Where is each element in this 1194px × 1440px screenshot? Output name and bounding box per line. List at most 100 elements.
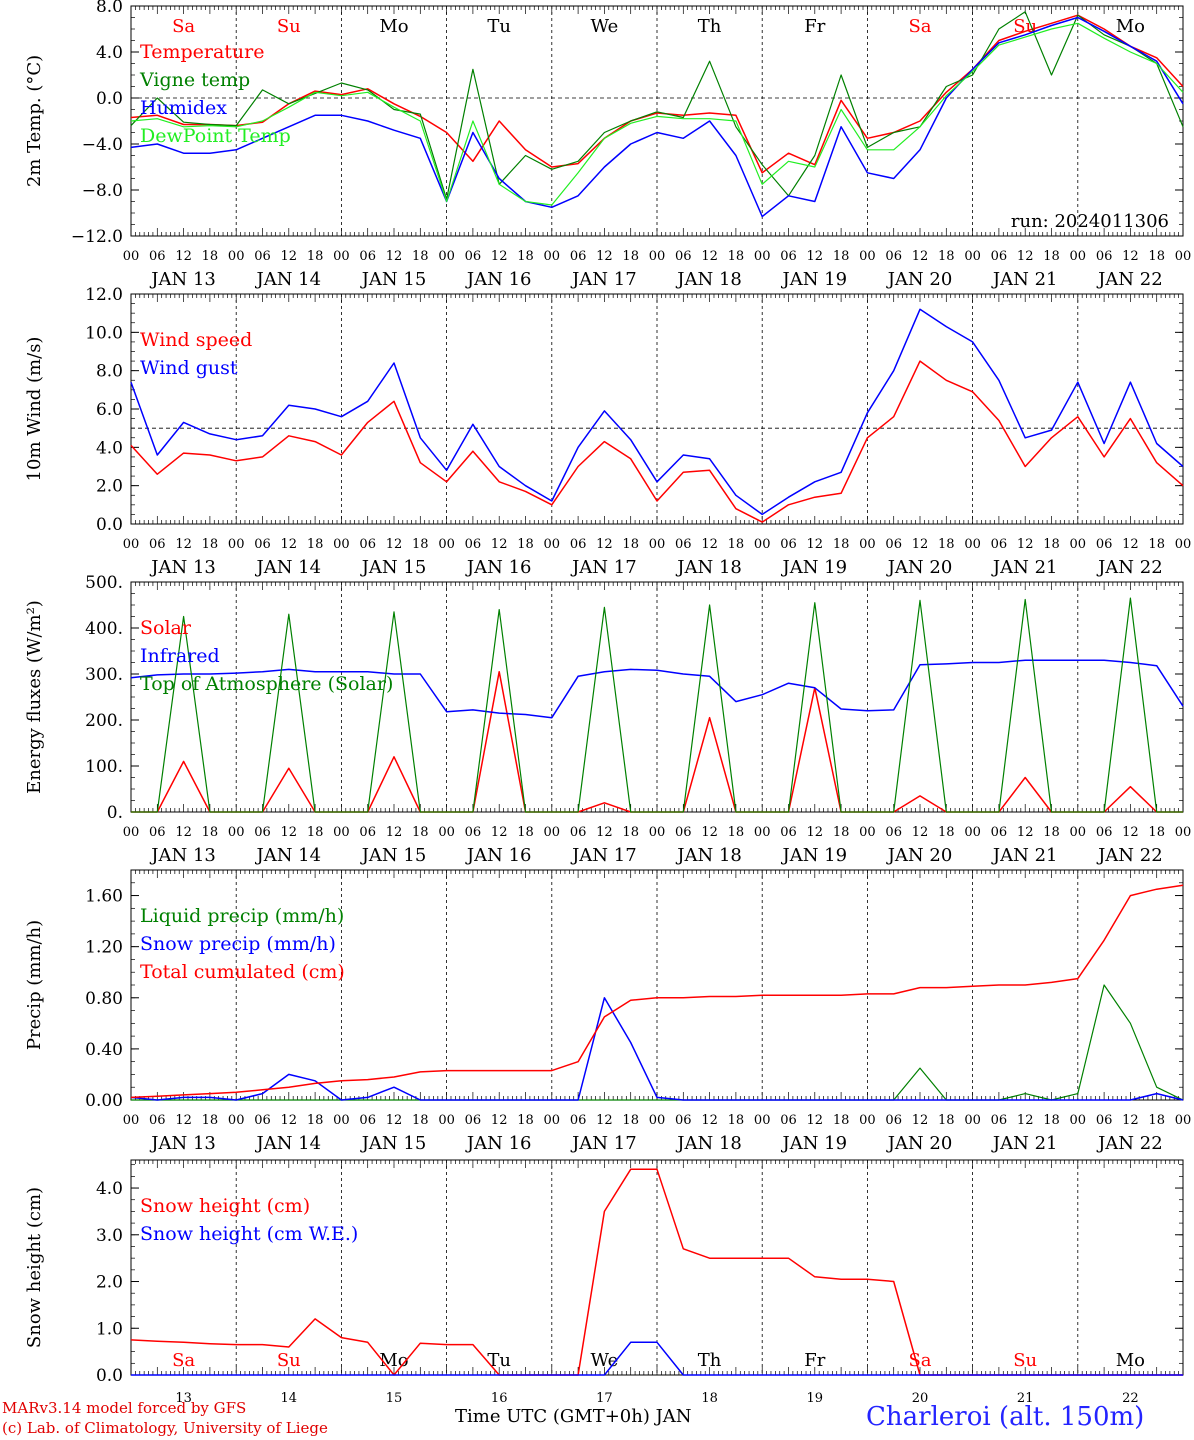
weekday-label: Mo bbox=[1116, 16, 1145, 37]
hour-tick-label: 00 bbox=[1175, 1113, 1192, 1128]
hour-tick-label: 06 bbox=[885, 537, 902, 552]
hour-tick-label: 06 bbox=[991, 537, 1008, 552]
series-line bbox=[130, 16, 1184, 218]
hour-tick-label: 00 bbox=[754, 537, 771, 552]
date-label: JAN 20 bbox=[886, 557, 953, 578]
hour-tick-label: 06 bbox=[254, 537, 271, 552]
date-label: JAN 21 bbox=[991, 557, 1058, 578]
hour-tick-label: 12 bbox=[491, 825, 508, 840]
hour-tick-label: 18 bbox=[728, 1113, 745, 1128]
hour-tick-label: 12 bbox=[491, 1113, 508, 1128]
hour-tick-label: 06 bbox=[885, 825, 902, 840]
hour-tick-label: 12 bbox=[596, 1113, 613, 1128]
hour-tick-label: 00 bbox=[1070, 249, 1087, 264]
series-line bbox=[130, 22, 1184, 206]
date-label: JAN 14 bbox=[255, 557, 322, 578]
hour-tick-label: 18 bbox=[728, 537, 745, 552]
y-axis-label: Snow height (cm) bbox=[24, 1187, 45, 1348]
weekday-label: Mo bbox=[1116, 1350, 1145, 1371]
hour-tick-label: 18 bbox=[622, 825, 639, 840]
hour-tick-label: 12 bbox=[491, 537, 508, 552]
date-label: JAN 14 bbox=[255, 845, 322, 866]
hour-tick-label: 00 bbox=[964, 1113, 981, 1128]
weekday-label: Th bbox=[698, 16, 722, 37]
weekday-label: Su bbox=[1013, 16, 1037, 37]
y-axis-label: Energy fluxes (W/m²) bbox=[24, 600, 45, 794]
day-number-label: 20 bbox=[912, 1391, 929, 1406]
hour-tick-label: 12 bbox=[1122, 249, 1139, 264]
weekday-label: Tu bbox=[487, 16, 511, 37]
y-tick-label: 0.40 bbox=[85, 1040, 123, 1060]
date-label: JAN 22 bbox=[1096, 1133, 1163, 1154]
weekday-label: Fr bbox=[804, 16, 825, 37]
hour-tick-label: 06 bbox=[149, 537, 166, 552]
date-label: JAN 17 bbox=[570, 557, 637, 578]
hour-tick-label: 12 bbox=[386, 1113, 403, 1128]
hour-tick-label: 00 bbox=[228, 249, 245, 264]
y-tick-label: 200. bbox=[85, 711, 123, 731]
date-label: JAN 15 bbox=[360, 269, 427, 290]
hour-tick-label: 18 bbox=[307, 537, 324, 552]
hour-tick-label: 00 bbox=[859, 1113, 876, 1128]
hour-tick-label: 00 bbox=[544, 1113, 561, 1128]
hour-tick-label: 00 bbox=[438, 825, 455, 840]
hour-tick-label: 00 bbox=[228, 537, 245, 552]
hour-tick-label: 18 bbox=[517, 537, 534, 552]
legend-entry: Humidex bbox=[140, 97, 227, 119]
date-label: JAN 22 bbox=[1096, 557, 1163, 578]
hour-tick-label: 18 bbox=[938, 249, 955, 264]
hour-tick-label: 12 bbox=[175, 825, 192, 840]
legend-entry: Wind speed bbox=[140, 329, 252, 351]
weekday-label: Su bbox=[277, 16, 301, 37]
date-label: JAN 14 bbox=[255, 1133, 322, 1154]
date-label: JAN 13 bbox=[149, 1133, 216, 1154]
hour-tick-label: 06 bbox=[1096, 249, 1113, 264]
hour-tick-label: 06 bbox=[991, 825, 1008, 840]
hour-tick-label: 12 bbox=[912, 249, 929, 264]
y-tick-label: 1.20 bbox=[85, 938, 123, 958]
hour-tick-label: 06 bbox=[359, 249, 376, 264]
hour-tick-label: 06 bbox=[465, 249, 482, 264]
hour-tick-label: 06 bbox=[254, 249, 271, 264]
time-axis-label: Time UTC (GMT+0h) JAN bbox=[455, 1406, 692, 1427]
hour-tick-label: 12 bbox=[807, 1113, 824, 1128]
hour-tick-label: 12 bbox=[281, 1113, 298, 1128]
y-tick-label: 4.0 bbox=[96, 43, 123, 63]
hour-tick-label: 12 bbox=[596, 537, 613, 552]
hour-tick-label: 06 bbox=[254, 1113, 271, 1128]
hour-tick-label: 00 bbox=[1175, 825, 1192, 840]
hour-tick-label: 00 bbox=[649, 1113, 666, 1128]
hour-tick-label: 12 bbox=[1017, 825, 1034, 840]
date-label: JAN 13 bbox=[149, 557, 216, 578]
hour-tick-label: 18 bbox=[1043, 825, 1060, 840]
weekday-label: Su bbox=[277, 1350, 301, 1371]
hour-tick-label: 06 bbox=[991, 1113, 1008, 1128]
date-label: JAN 21 bbox=[991, 1133, 1058, 1154]
date-label: JAN 20 bbox=[886, 845, 953, 866]
hour-tick-label: 18 bbox=[833, 537, 850, 552]
hour-tick-label: 00 bbox=[438, 537, 455, 552]
hour-tick-label: 12 bbox=[1017, 249, 1034, 264]
weekday-label: Sa bbox=[908, 1350, 931, 1371]
series-line bbox=[130, 997, 1184, 1101]
hour-tick-label: 00 bbox=[1070, 1113, 1087, 1128]
date-label: JAN 16 bbox=[465, 845, 532, 866]
hour-tick-label: 00 bbox=[438, 1113, 455, 1128]
hour-tick-label: 00 bbox=[964, 825, 981, 840]
hour-tick-label: 12 bbox=[701, 1113, 718, 1128]
legend-entry: DewPoint Temp bbox=[140, 125, 291, 147]
y-tick-label: −4.0 bbox=[82, 135, 123, 155]
y-tick-label: 3.0 bbox=[96, 1226, 123, 1246]
hour-tick-label: 06 bbox=[780, 1113, 797, 1128]
y-tick-label: 0. bbox=[107, 803, 123, 823]
hour-tick-label: 06 bbox=[570, 249, 587, 264]
y-tick-label: 1.60 bbox=[85, 887, 123, 907]
date-label: JAN 18 bbox=[675, 269, 742, 290]
y-tick-label: 0.0 bbox=[96, 515, 123, 535]
date-label: JAN 13 bbox=[149, 269, 216, 290]
day-number-label: 21 bbox=[1017, 1391, 1034, 1406]
date-label: JAN 15 bbox=[360, 1133, 427, 1154]
hour-tick-label: 00 bbox=[544, 249, 561, 264]
hour-tick-label: 12 bbox=[596, 825, 613, 840]
